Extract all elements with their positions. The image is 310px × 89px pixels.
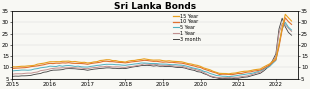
Title: Sri Lanka Bonds: Sri Lanka Bonds [114, 2, 196, 11]
Legend: 15 Year, 10 Year, 5 Year, 1 Year, 3 month: 15 Year, 10 Year, 5 Year, 1 Year, 3 mont… [173, 14, 201, 41]
